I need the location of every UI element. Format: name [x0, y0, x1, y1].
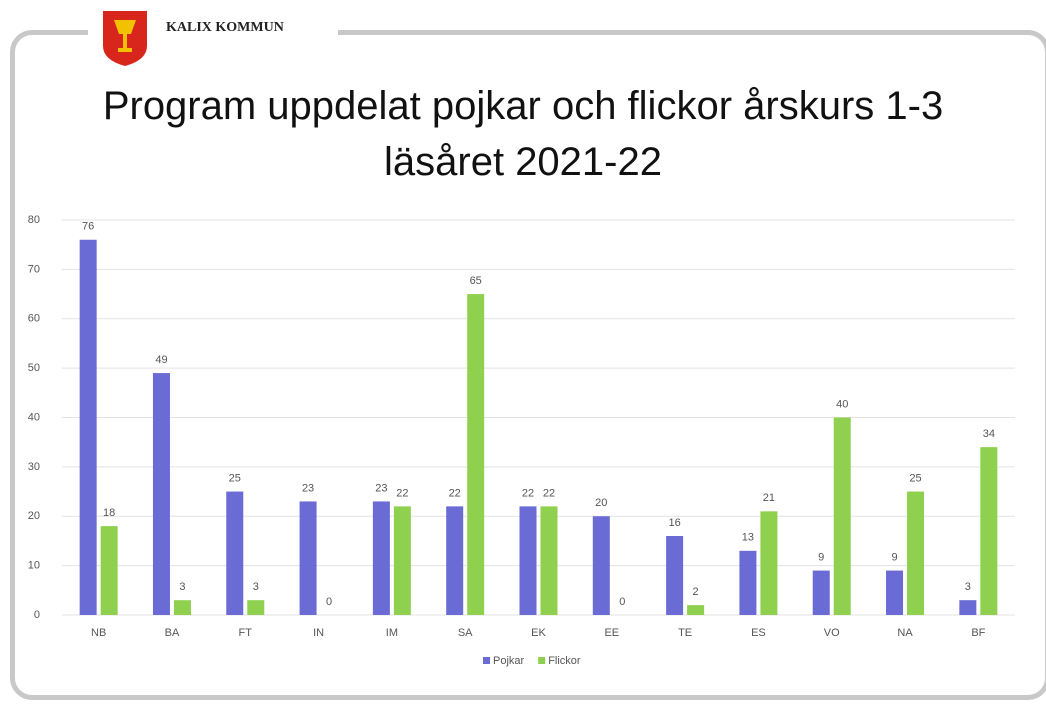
bar	[666, 536, 684, 615]
y-tick-label: 0	[34, 609, 40, 621]
data-label: 76	[82, 221, 94, 233]
bar	[152, 373, 170, 615]
data-label: 3	[965, 581, 971, 593]
data-label: 22	[449, 487, 461, 499]
bar	[833, 417, 851, 615]
bar	[959, 600, 977, 615]
legend-swatch	[483, 657, 490, 664]
x-tick-label: SA	[458, 627, 473, 639]
bar	[812, 570, 830, 615]
x-tick-label: NA	[897, 627, 913, 639]
data-label: 3	[253, 581, 259, 593]
y-tick-label: 50	[28, 362, 40, 374]
y-tick-label: 80	[28, 214, 40, 226]
bar	[299, 501, 317, 615]
data-label: 34	[983, 428, 995, 440]
bar	[760, 511, 778, 615]
bar	[100, 526, 118, 615]
y-tick-label: 60	[28, 313, 40, 325]
data-label: 0	[619, 596, 625, 608]
logo-shield	[103, 11, 147, 66]
bar	[592, 516, 610, 615]
bar	[247, 600, 265, 615]
legend-swatch	[538, 657, 546, 664]
bar	[446, 506, 464, 615]
x-tick-label: BF	[971, 627, 985, 639]
data-label: 9	[891, 551, 897, 563]
x-tick-label: FT	[239, 627, 253, 639]
x-tick-label: BA	[165, 627, 180, 639]
logo-text: KALIX KOMMUN	[166, 20, 284, 35]
data-label: 2	[693, 586, 699, 598]
data-label: 23	[302, 482, 314, 494]
bar	[79, 239, 97, 615]
x-tick-label: IN	[313, 627, 324, 639]
data-label: 25	[909, 472, 921, 484]
y-tick-label: 30	[28, 461, 40, 473]
data-label: 40	[836, 398, 848, 410]
bar	[980, 447, 998, 615]
data-label: 49	[155, 354, 167, 366]
x-tick-label: EE	[604, 627, 619, 639]
bar	[687, 605, 705, 615]
data-label: 13	[742, 532, 754, 544]
bar	[372, 501, 390, 615]
bar	[886, 570, 904, 615]
bar	[739, 550, 757, 615]
x-tick-label: NB	[91, 627, 106, 639]
y-tick-label: 70	[28, 263, 40, 275]
chart-title-box: Program uppdelat pojkar och flickor årsk…	[0, 78, 1046, 190]
x-tick-label: VO	[824, 627, 840, 639]
data-label: 20	[595, 497, 607, 509]
data-label: 0	[326, 596, 332, 608]
data-label: 3	[179, 581, 185, 593]
data-label: 23	[375, 482, 387, 494]
x-tick-label: IM	[386, 627, 398, 639]
data-label: 9	[818, 551, 824, 563]
bar	[173, 600, 191, 615]
data-label: 22	[396, 487, 408, 499]
bar	[519, 506, 537, 615]
bar	[226, 491, 244, 615]
bar	[467, 294, 485, 615]
data-label: 16	[668, 517, 680, 529]
y-tick-label: 10	[28, 560, 40, 572]
legend-label: Flickor	[548, 655, 581, 667]
data-label: 22	[543, 487, 555, 499]
bar	[907, 491, 925, 615]
y-tick-label: 40	[28, 411, 40, 423]
chart-title: Program uppdelat pojkar och flickor årsk…	[102, 84, 944, 184]
bar	[540, 506, 558, 615]
bar	[393, 506, 411, 615]
data-label: 21	[763, 492, 775, 504]
x-tick-label: ES	[751, 627, 766, 639]
x-tick-label: EK	[531, 627, 546, 639]
data-label: 18	[103, 507, 115, 519]
data-label: 65	[470, 275, 482, 287]
data-label: 22	[522, 487, 534, 499]
y-tick-label: 20	[28, 510, 40, 522]
x-tick-label: TE	[678, 627, 692, 639]
legend-label: Pojkar	[493, 655, 525, 667]
data-label: 25	[229, 472, 241, 484]
